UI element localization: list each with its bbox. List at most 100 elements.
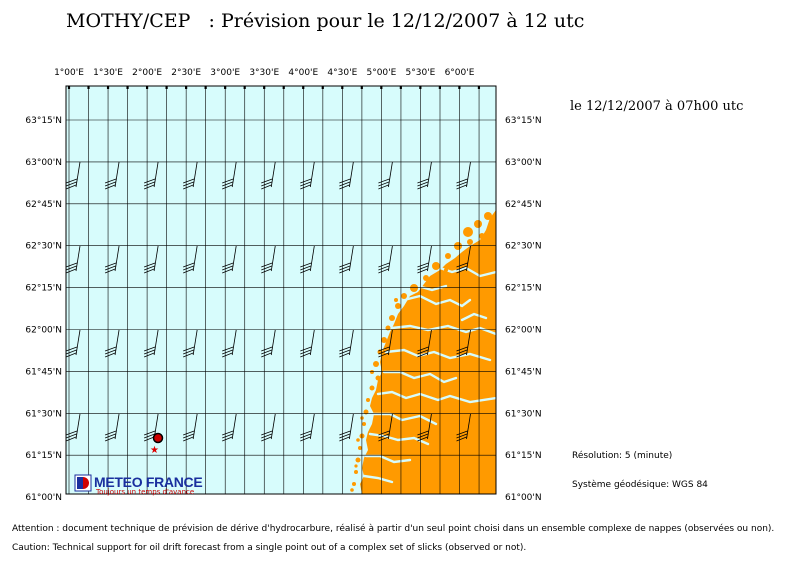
latitude-labels-right: 63°15'N 63°00'N 62°45'N 62°30'N 62°15'N 62°00… bbox=[505, 116, 542, 503]
latitude-label: 61°30'N bbox=[25, 409, 62, 419]
longitude-label: 5°00'E bbox=[366, 68, 396, 78]
wind-barb bbox=[378, 245, 393, 274]
latitude-label: 63°15'N bbox=[505, 116, 542, 126]
map-frame bbox=[65, 85, 497, 495]
meteo-france-name: METEO FRANCE bbox=[94, 474, 203, 490]
latitude-labels-left: 63°15'N 63°00'N 62°45'N 62°30'N 62°15'N 62°00… bbox=[25, 116, 62, 503]
fjord bbox=[362, 474, 394, 484]
wind-barb bbox=[456, 329, 471, 358]
latitude-label: 63°00'N bbox=[505, 158, 542, 168]
fjord bbox=[390, 324, 496, 336]
island bbox=[381, 337, 387, 343]
wind-barb bbox=[104, 245, 120, 274]
island bbox=[358, 446, 362, 450]
meteo-france-emblem-icon bbox=[74, 474, 92, 492]
island bbox=[373, 361, 379, 367]
wind-barb bbox=[104, 161, 120, 190]
island bbox=[394, 298, 398, 302]
wind-barb bbox=[300, 161, 315, 190]
wind-barb bbox=[65, 245, 81, 274]
island bbox=[352, 482, 356, 486]
latitude-label: 62°00'N bbox=[25, 326, 62, 336]
slick-position-marker bbox=[152, 432, 164, 444]
longitude-label: 3°00'E bbox=[210, 68, 240, 78]
longitude-label: 6°00'E bbox=[445, 68, 475, 78]
island bbox=[366, 398, 370, 402]
wind-barb bbox=[339, 413, 354, 442]
island bbox=[401, 293, 407, 299]
island bbox=[432, 262, 440, 270]
island bbox=[423, 275, 429, 281]
fjord bbox=[368, 432, 430, 446]
wind-barb bbox=[339, 161, 354, 190]
wind-barb bbox=[65, 329, 81, 358]
wind-barb bbox=[378, 413, 393, 442]
longitude-labels-top: 1°00'E 1°30'E 2°00'E 2°30'E 3°00'E 3°30'E 4°00… bbox=[54, 68, 475, 78]
lat-lon-grid bbox=[66, 86, 496, 494]
wind-barb bbox=[222, 413, 237, 442]
latitude-label: 63°15'N bbox=[25, 116, 62, 126]
island bbox=[375, 375, 381, 381]
meteo-france-tagline: Toujours un temps d'avance bbox=[96, 488, 195, 496]
meteo-france-logo: METEO FRANCE Toujours un temps d'avance bbox=[74, 474, 204, 496]
longitude-label: 2°00'E bbox=[132, 68, 162, 78]
fjord bbox=[370, 412, 438, 426]
fjord bbox=[364, 454, 412, 464]
fjord bbox=[402, 294, 472, 308]
wind-barb bbox=[261, 329, 276, 358]
island bbox=[354, 470, 358, 474]
fjord bbox=[384, 348, 492, 362]
wind-barb bbox=[378, 329, 393, 358]
wind-barb bbox=[378, 161, 393, 190]
disclaimer-english: Caution: Technical support for oil drift… bbox=[12, 543, 527, 553]
island bbox=[356, 438, 360, 442]
island bbox=[350, 488, 354, 492]
spill-origin-star-icon: ★ bbox=[150, 445, 159, 456]
wind-barb bbox=[417, 161, 432, 190]
wind-barb bbox=[104, 329, 120, 358]
longitude-label: 4°00'E bbox=[288, 68, 318, 78]
wind-barb bbox=[300, 413, 315, 442]
latitude-label: 62°30'N bbox=[505, 242, 542, 252]
latitude-label: 61°15'N bbox=[25, 451, 62, 461]
latitude-label: 62°30'N bbox=[25, 242, 62, 252]
forecast-valid-time: : Prévision pour le 12/12/2007 à 12 utc bbox=[208, 10, 585, 32]
wind-barb bbox=[65, 413, 81, 442]
wind-barb bbox=[456, 245, 471, 274]
wind-barb bbox=[222, 161, 237, 190]
disclaimer-french: Attention : document technique de prévis… bbox=[12, 524, 775, 534]
latitude-label: 62°15'N bbox=[505, 284, 542, 294]
wind-barb bbox=[261, 245, 276, 274]
island bbox=[389, 315, 395, 321]
island bbox=[410, 284, 418, 292]
wind-barb bbox=[183, 413, 198, 442]
latitude-label: 62°45'N bbox=[505, 200, 542, 210]
wind-barb bbox=[417, 329, 432, 358]
wind-barb bbox=[456, 413, 471, 442]
wind-barb bbox=[183, 245, 198, 274]
wind-barb bbox=[261, 161, 276, 190]
island bbox=[369, 385, 375, 391]
island bbox=[467, 239, 473, 245]
island bbox=[395, 303, 401, 309]
latitude-label: 62°45'N bbox=[25, 200, 62, 210]
island bbox=[428, 282, 432, 286]
latitude-label: 61°15'N bbox=[505, 451, 542, 461]
island bbox=[445, 253, 451, 259]
island bbox=[474, 220, 482, 228]
wind-barb bbox=[456, 161, 471, 190]
wind-barb bbox=[222, 329, 237, 358]
resolution-label: Résolution: 5 (minute) bbox=[572, 451, 673, 461]
longitude-label: 2°30'E bbox=[171, 68, 201, 78]
wind-barb bbox=[339, 329, 354, 358]
wind-barbs bbox=[65, 161, 471, 442]
geodetic-system-label: Système géodésique: WGS 84 bbox=[572, 480, 708, 490]
fjord bbox=[438, 266, 496, 278]
latitude-label: 61°00'N bbox=[25, 493, 62, 503]
wind-barb bbox=[104, 413, 120, 442]
latitude-label: 62°00'N bbox=[505, 326, 542, 336]
longitude-label: 1°00'E bbox=[54, 68, 84, 78]
longitude-label: 1°30'E bbox=[93, 68, 123, 78]
wind-barb bbox=[417, 245, 432, 274]
